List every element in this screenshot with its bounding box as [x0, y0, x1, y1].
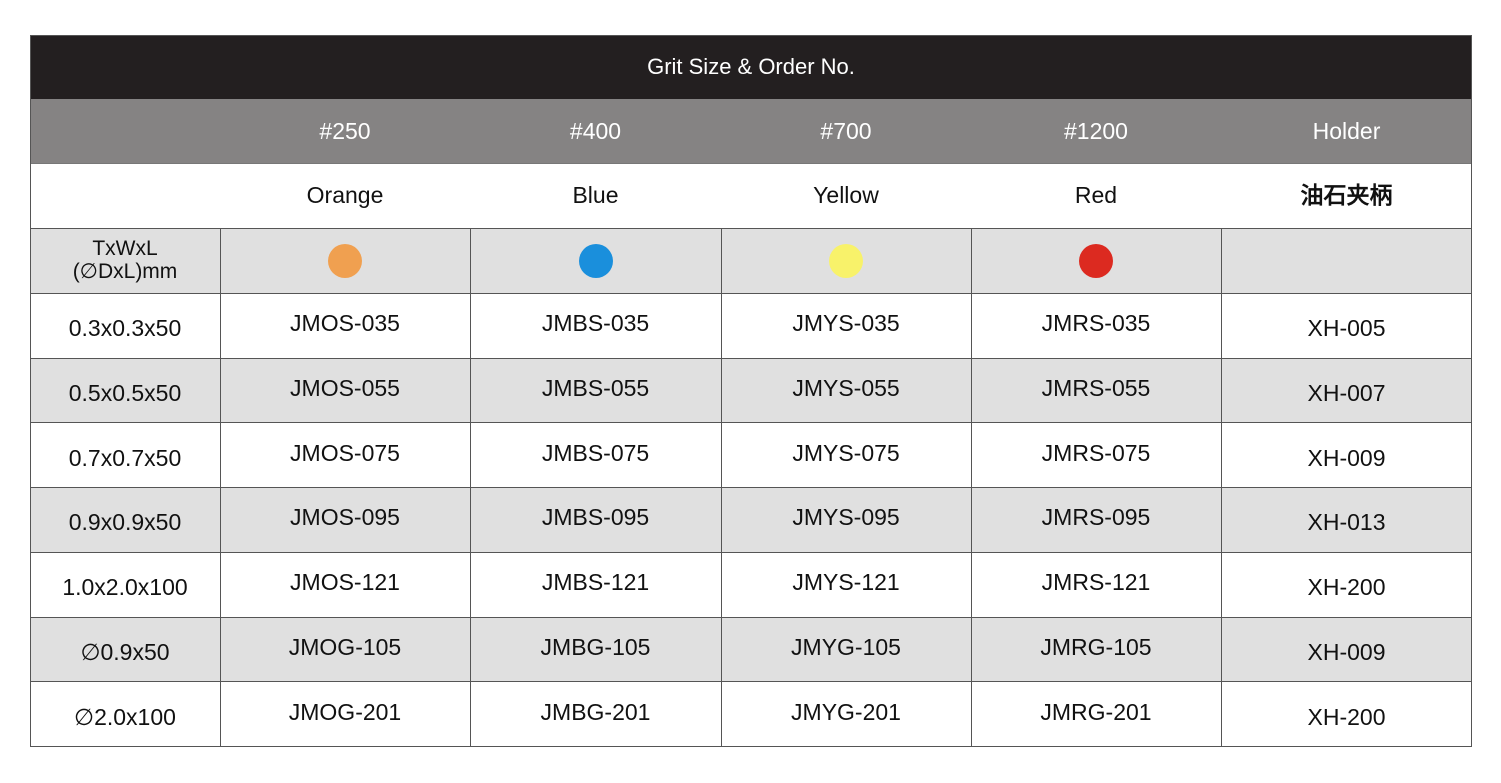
- size-cell: 0.7x0.7x50: [68, 444, 182, 471]
- row-bar: [30, 551, 1472, 617]
- color-bar: [30, 163, 1472, 228]
- code-cell: JMOG-201: [288, 698, 402, 725]
- color-swatch: [578, 243, 613, 278]
- grit-header: #700: [820, 117, 872, 144]
- size-cell: 0.3x0.3x50: [68, 315, 182, 342]
- title: Grit Size & Order No.: [647, 54, 855, 80]
- swatch-bar: [30, 228, 1472, 293]
- grit-header: #250: [319, 117, 371, 144]
- row-bar: [30, 681, 1472, 746]
- color-name: Yellow: [813, 182, 879, 209]
- code-cell: XH-009: [1307, 638, 1386, 665]
- size-cell: 0.9x0.9x50: [68, 509, 182, 536]
- row-bar: [30, 616, 1472, 682]
- color-name: Blue: [572, 182, 619, 209]
- grit-header: Holder: [1312, 117, 1381, 144]
- row-bar: [30, 487, 1472, 552]
- code-cell: JMBG-201: [540, 698, 651, 725]
- column-line: [971, 228, 972, 746]
- code-cell: XH-200: [1307, 703, 1386, 730]
- color-swatch: [829, 243, 863, 278]
- code-cell: JMYG-105: [791, 633, 901, 660]
- column-line: [1221, 228, 1222, 746]
- column-line: [470, 228, 471, 746]
- code-cell: XH-005: [1307, 315, 1386, 342]
- swatch-cell: [721, 228, 971, 293]
- code-cell: XH-200: [1307, 574, 1386, 601]
- swatch-cell: [470, 228, 721, 293]
- code-cell: JMOS-121: [290, 569, 400, 596]
- size-cell: 1.0x2.0x100: [62, 574, 188, 601]
- grit-header: #1200: [1064, 117, 1128, 144]
- code-cell: JMRS-121: [1041, 569, 1151, 596]
- color-swatch: [328, 243, 362, 278]
- code-cell: JMBG-105: [540, 633, 651, 660]
- code-cell: XH-007: [1307, 379, 1386, 406]
- code-cell: JMBS-055: [541, 374, 650, 401]
- color-swatch: [1079, 243, 1113, 278]
- color-name: Orange: [306, 182, 384, 209]
- row-bar: [30, 357, 1472, 423]
- color-name: 油石夹柄: [1300, 182, 1393, 209]
- color-name: Red: [1074, 182, 1118, 209]
- code-cell: JMYS-121: [792, 569, 900, 596]
- code-cell: XH-009: [1307, 444, 1386, 471]
- code-cell: JMYS-095: [792, 504, 900, 531]
- code-cell: XH-013: [1307, 509, 1386, 536]
- swatch-cell: [220, 228, 470, 293]
- row-bar: [30, 293, 1472, 358]
- code-cell: JMOS-075: [290, 439, 400, 466]
- code-cell: JMBS-035: [541, 310, 650, 337]
- code-cell: JMRG-201: [1040, 698, 1152, 725]
- code-cell: JMYS-075: [792, 439, 900, 466]
- code-cell: JMBS-075: [541, 439, 650, 466]
- code-cell: JMOS-095: [290, 504, 400, 531]
- code-cell: JMOS-035: [290, 310, 400, 337]
- column-line: [220, 228, 221, 746]
- code-cell: JMRG-105: [1040, 633, 1152, 660]
- code-cell: JMOS-055: [290, 374, 400, 401]
- size-cell: 0.5x0.5x50: [68, 379, 182, 406]
- code-cell: JMYS-055: [792, 374, 900, 401]
- code-cell: JMOG-105: [288, 633, 402, 660]
- code-cell: JMBS-121: [541, 569, 650, 596]
- code-cell: JMRS-075: [1041, 439, 1151, 466]
- dimension-line: TxWxL: [92, 237, 158, 261]
- code-cell: JMRS-055: [1041, 374, 1151, 401]
- title-bar: [30, 35, 1472, 99]
- code-cell: JMYG-201: [791, 698, 901, 725]
- table-border: [30, 35, 1472, 747]
- code-cell: JMYS-035: [792, 310, 900, 337]
- grit-bar: [30, 99, 1472, 163]
- grit-header: #400: [569, 117, 622, 144]
- code-cell: JMBS-095: [541, 504, 650, 531]
- size-cell: ∅2.0x100: [74, 703, 176, 730]
- code-cell: JMRS-035: [1041, 310, 1151, 337]
- dimension-label: TxWxL (∅DxL)mm: [30, 228, 220, 293]
- row-bar: [30, 422, 1472, 488]
- size-cell: ∅0.9x50: [80, 638, 170, 665]
- column-line: [721, 228, 722, 746]
- dimension-line: (∅DxL)mm: [72, 259, 178, 283]
- code-cell: JMRS-095: [1041, 504, 1151, 531]
- swatch-cell: [971, 228, 1221, 293]
